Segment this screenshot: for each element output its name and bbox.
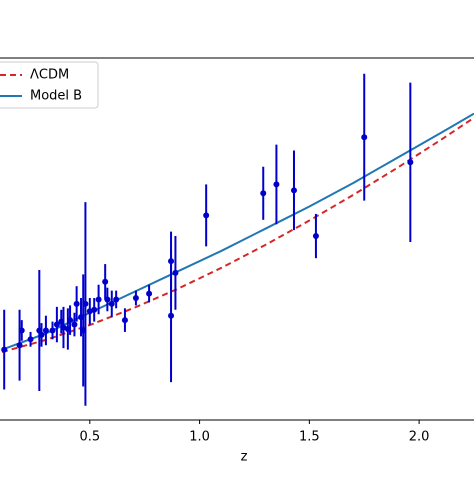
- legend-box: [0, 61, 99, 109]
- line: [1, 112, 474, 351]
- data-point: [132, 295, 139, 302]
- data-point: [38, 331, 45, 338]
- legend-label: ΛCDM: [30, 68, 69, 83]
- data-point: [27, 336, 34, 343]
- data-point: [95, 296, 102, 303]
- x-axis-label: z: [241, 450, 248, 465]
- data-point: [146, 290, 153, 297]
- data-point: [172, 269, 179, 276]
- data-point: [312, 233, 319, 240]
- legend-label: Model B: [30, 89, 82, 104]
- data-point: [102, 278, 109, 285]
- data-point: [104, 296, 111, 303]
- data-point: [203, 212, 210, 219]
- data-point: [290, 187, 297, 194]
- line: [1, 116, 474, 353]
- legend: ΛCDM Model B: [0, 61, 99, 109]
- data-point: [273, 181, 280, 188]
- x-tick-label: 2.0: [409, 430, 430, 445]
- axes: 0.5 1.0 1.5 2.0: [79, 420, 429, 445]
- data-point: [260, 190, 267, 197]
- data-point: [1, 346, 8, 353]
- data-point: [42, 327, 49, 334]
- x-tick-label: 1.0: [189, 430, 210, 445]
- data-point: [108, 300, 115, 307]
- data-point: [407, 159, 414, 166]
- data-point: [71, 321, 78, 328]
- data-point: [18, 327, 25, 334]
- data-point: [16, 342, 23, 349]
- data-point: [361, 134, 368, 141]
- data-point: [73, 300, 80, 307]
- data-point: [113, 296, 120, 303]
- data-point: [67, 317, 74, 324]
- x-tick-label: 1.5: [299, 430, 320, 445]
- data-point: [53, 321, 60, 328]
- plot-area: [1, 73, 474, 406]
- data-point: [91, 306, 98, 313]
- data-point: [121, 317, 128, 324]
- data-point: [49, 327, 56, 334]
- data-point: [82, 300, 89, 307]
- x-tick-label: 0.5: [79, 430, 100, 445]
- data-point: [168, 312, 175, 319]
